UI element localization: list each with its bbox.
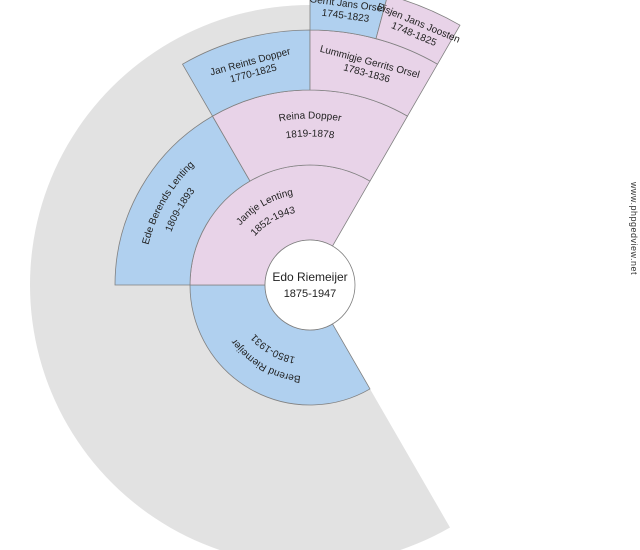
fan-chart: Berend Riemeijer1850-1931Jantje Lenting1… (0, 0, 640, 550)
center-person-dates: 1875-1947 (284, 288, 337, 300)
watermark-text: www.phpgedview.net (629, 182, 639, 275)
center-person-name: Edo Riemeijer (272, 270, 347, 284)
segment-dates: 1819-1878 (285, 128, 335, 141)
center-person-circle[interactable] (265, 240, 355, 330)
